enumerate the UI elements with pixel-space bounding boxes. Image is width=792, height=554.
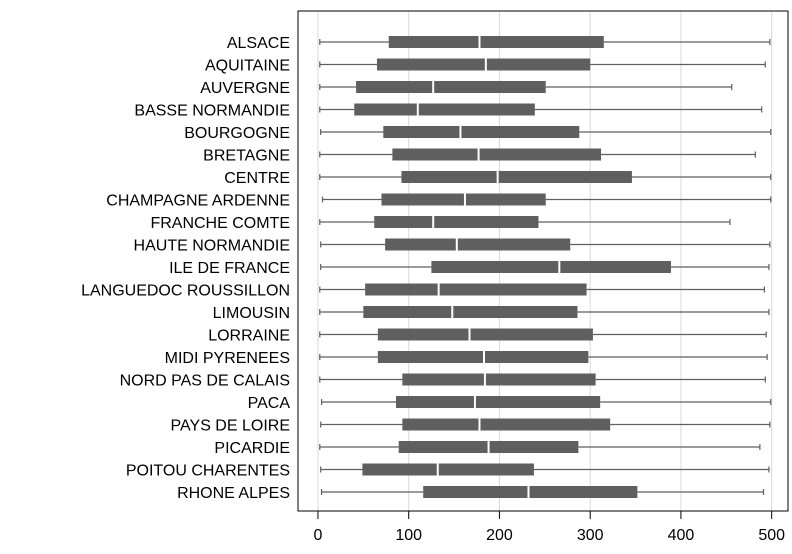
box-alsace bbox=[319, 36, 771, 48]
box-haute-normandie bbox=[320, 238, 771, 251]
iqr-box bbox=[362, 463, 534, 476]
iqr-box bbox=[374, 216, 539, 228]
x-tick-label-100: 100 bbox=[395, 527, 422, 544]
category-label: BOURGOGNE bbox=[184, 125, 290, 142]
category-label: ILE DE FRANCE bbox=[169, 260, 290, 277]
box-nord-pas-de-calais bbox=[319, 373, 766, 386]
x-tick-label-300: 300 bbox=[577, 527, 604, 544]
category-label: HAUTE NORMANDIE bbox=[134, 238, 290, 255]
category-label: LORRAINE bbox=[208, 328, 290, 345]
box-picardie bbox=[319, 441, 761, 453]
category-label: BASSE NORMANDIE bbox=[134, 103, 290, 120]
category-label: BRETAGNE bbox=[203, 148, 290, 165]
box-poitou-charentes bbox=[320, 463, 770, 476]
iqr-box bbox=[396, 396, 601, 408]
box-ile-de-france bbox=[320, 261, 770, 273]
iqr-box bbox=[376, 58, 591, 71]
x-tick-label-0: 0 bbox=[314, 527, 323, 544]
x-tick-label-200: 200 bbox=[486, 527, 513, 544]
box-centre bbox=[319, 171, 772, 183]
box-auvergne bbox=[319, 81, 733, 93]
plot-frame bbox=[297, 10, 789, 512]
x-tick-label-400: 400 bbox=[668, 527, 695, 544]
box-paca bbox=[320, 396, 772, 408]
box-limousin bbox=[319, 306, 770, 318]
category-labels: ALSACE AQUITAINE AUVERGNE BASSE NORMANDIE BO… bbox=[81, 35, 290, 502]
box-basse-normandie bbox=[319, 103, 763, 116]
category-label: AUVERGNE bbox=[200, 80, 290, 97]
category-label: LANGUEDOC ROUSSILLON bbox=[81, 283, 290, 300]
category-label: ALSACE bbox=[227, 35, 290, 52]
iqr-box bbox=[363, 306, 578, 318]
box-midi-pyrenees bbox=[319, 351, 768, 363]
box-lorraine bbox=[319, 328, 767, 341]
iqr-box bbox=[423, 486, 638, 498]
iqr-box bbox=[402, 418, 611, 431]
iqr-box bbox=[402, 373, 596, 386]
iqr-box bbox=[365, 283, 587, 296]
iqr-box bbox=[383, 126, 580, 138]
category-label: CHAMPAGNE ARDENNE bbox=[106, 193, 290, 210]
x-tick-label-500: 500 bbox=[758, 527, 785, 544]
box-languedoc-roussillon bbox=[319, 283, 766, 296]
category-label: PAYS DE LOIRE bbox=[171, 418, 290, 435]
iqr-box bbox=[392, 148, 602, 161]
box-bretagne bbox=[319, 148, 756, 161]
box-bourgogne bbox=[320, 126, 772, 138]
category-label: MIDI PYRENEES bbox=[165, 350, 290, 367]
box-aquitaine bbox=[319, 58, 766, 71]
box-rhone-alpes bbox=[320, 486, 765, 498]
iqr-box bbox=[356, 81, 546, 93]
iqr-box bbox=[381, 193, 546, 206]
category-label: FRANCHE COMTE bbox=[150, 215, 290, 232]
iqr-box bbox=[354, 103, 535, 116]
box-franche-comte bbox=[319, 216, 731, 228]
iqr-box bbox=[388, 36, 604, 48]
iqr-box bbox=[377, 328, 593, 341]
x-axis: 0 100 200 300 400 500 bbox=[314, 511, 785, 544]
category-label: PICARDIE bbox=[214, 440, 290, 457]
category-label: CENTRE bbox=[224, 170, 290, 187]
category-label: LIMOUSIN bbox=[213, 305, 290, 322]
category-label: NORD PAS DE CALAIS bbox=[120, 373, 290, 390]
category-label: PACA bbox=[248, 395, 291, 412]
box-champagne-ardenne bbox=[321, 193, 772, 206]
iqr-box bbox=[431, 261, 671, 273]
boxes-layer bbox=[319, 36, 772, 498]
iqr-box bbox=[401, 171, 632, 183]
iqr-box bbox=[385, 238, 571, 251]
box-pays-de-loire bbox=[320, 418, 771, 431]
category-label: RHONE ALPES bbox=[177, 485, 290, 502]
category-label: POITOU CHARENTES bbox=[126, 463, 290, 480]
category-label: AQUITAINE bbox=[205, 58, 290, 75]
